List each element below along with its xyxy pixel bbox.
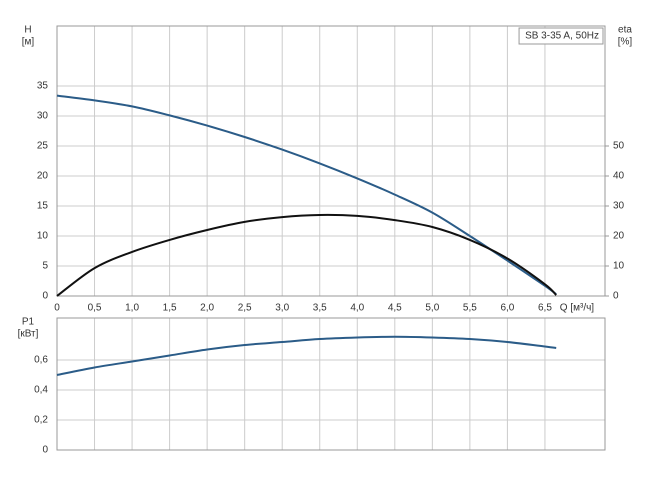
y-tick-label: 25 (37, 141, 49, 152)
y2-tick-label: 0 (613, 291, 619, 302)
legend-box (518, 27, 604, 45)
curve-eta (56, 213, 557, 297)
y2-tick-label: 20 (613, 231, 625, 242)
y2-axis-label: eta (618, 25, 632, 36)
y-tick-label: 0,6 (34, 355, 48, 366)
y-tick-label: 0 (42, 445, 48, 456)
x-tick-label: 0,5 (88, 303, 102, 314)
x-tick-label: 2,0 (200, 303, 214, 314)
y2-tick-label: 50 (613, 141, 625, 152)
plot-area (57, 318, 605, 450)
x-tick-label: 1,5 (163, 303, 177, 314)
y-axis-label: H (24, 25, 31, 36)
x-label-bg (554, 300, 601, 314)
x-axis-label: Q [м³/ч] (560, 303, 595, 314)
x-tick-label: 2,5 (238, 303, 252, 314)
plot-area (57, 26, 605, 296)
plot-frame (56, 317, 606, 451)
y-axis-label: P1 (22, 317, 35, 328)
y-axis-unit: [м] (22, 37, 35, 48)
y-tick-label: 5 (42, 261, 48, 272)
y2-tick-label: 40 (613, 171, 625, 182)
x-tick-label: 5,5 (463, 303, 477, 314)
legend-label: SB 3-35 A, 50Hz (525, 31, 599, 42)
x-tick-label: 3,0 (275, 303, 289, 314)
x-tick-label: 3,5 (313, 303, 327, 314)
x-tick-label: 6,0 (500, 303, 514, 314)
plot-frame (56, 25, 606, 297)
y2-tick-label: 10 (613, 261, 625, 272)
y-tick-label: 15 (37, 201, 49, 212)
y-tick-label: 0 (42, 291, 48, 302)
y2-tick-label: 30 (613, 201, 625, 212)
curve-p1 (56, 335, 557, 376)
x-tick-label: 4,0 (350, 303, 364, 314)
x-tick-label: 0 (54, 303, 60, 314)
x-tick-label: 6,5 (538, 303, 552, 314)
y-axis-unit: [кВт] (18, 329, 39, 340)
y-tick-label: 0,2 (34, 415, 48, 426)
y-tick-label: 35 (37, 81, 49, 92)
x-tick-label: 1,0 (125, 303, 139, 314)
x-tick-label: 4,5 (388, 303, 402, 314)
y-tick-label: 10 (37, 231, 49, 242)
y-tick-label: 30 (37, 111, 49, 122)
y-tick-label: 0,4 (34, 385, 48, 396)
y2-axis-unit: [%] (618, 37, 633, 48)
x-tick-label: 5,0 (425, 303, 439, 314)
y-tick-label: 20 (37, 171, 49, 182)
